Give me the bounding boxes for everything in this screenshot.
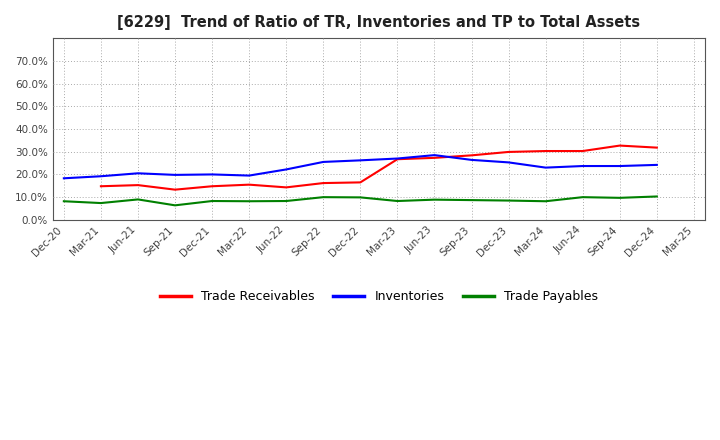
Legend: Trade Receivables, Inventories, Trade Payables: Trade Receivables, Inventories, Trade Pa… [155, 285, 603, 308]
Title: [6229]  Trend of Ratio of TR, Inventories and TP to Total Assets: [6229] Trend of Ratio of TR, Inventories… [117, 15, 640, 30]
